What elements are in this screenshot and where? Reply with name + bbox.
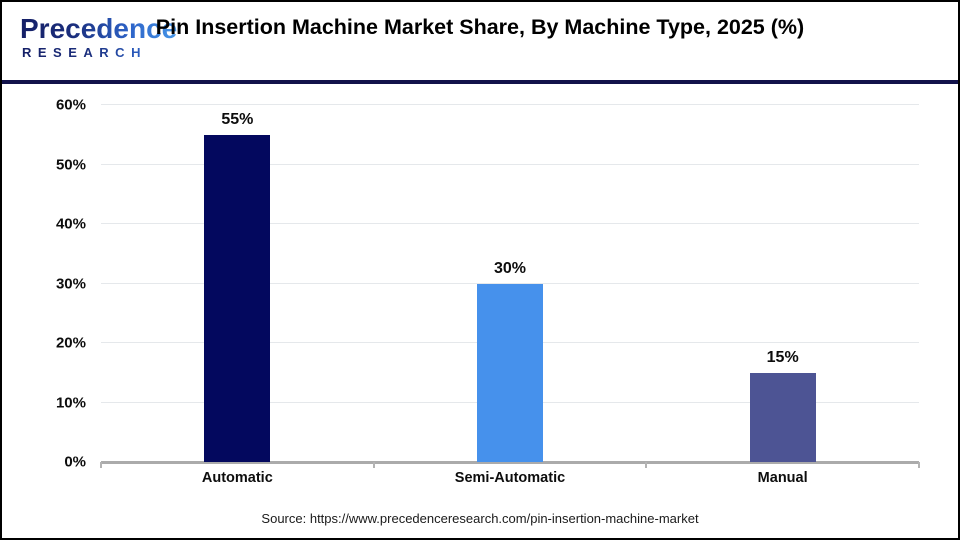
y-tick-label: 20% (55, 334, 86, 352)
bar-value-label: 30% (493, 259, 527, 277)
bar-value-label: 15% (766, 348, 799, 366)
x-tick-mark (372, 462, 375, 468)
logo-wordmark: Precedence (20, 13, 178, 44)
logo-subtitle: RESEARCH (20, 46, 177, 59)
x-category-label: Automatic (201, 470, 273, 486)
source-attribution: Source: https://www.precedenceresearch.c… (261, 511, 699, 526)
y-tick-label: 40% (55, 215, 86, 233)
x-tick-mark (100, 462, 102, 468)
bar-value-label: 55% (221, 110, 254, 128)
y-tick-label: 10% (55, 394, 86, 411)
x-tick-mark (645, 462, 648, 468)
bar-manual (749, 372, 816, 462)
header: Precedence RESEARCH Pin Insertion Machin… (2, 2, 958, 84)
y-tick-label: 30% (55, 275, 86, 292)
y-tick-label: 50% (55, 156, 86, 173)
x-category-label: Semi-Automatic (454, 470, 566, 486)
y-tick-label: 0% (64, 453, 86, 471)
y-gridline (101, 104, 919, 105)
x-axis-line (101, 461, 919, 464)
x-tick-mark (918, 462, 920, 468)
precedence-logo: Precedence RESEARCH (20, 13, 178, 60)
plot-area: 0% 10% 20% 30% 40% 50% 60% 55% 30% 15% (56, 97, 920, 471)
y-gridline (101, 163, 919, 165)
chart-title: Pin Insertion Machine Market Share, By M… (155, 15, 805, 39)
y-tick-label: 60% (55, 96, 86, 114)
x-axis-labels: Automatic Semi-Automatic Manual (101, 470, 919, 490)
bar-semi-automatic (477, 283, 543, 462)
y-gridline (101, 223, 919, 225)
y-gridline (101, 282, 919, 284)
bar-automatic (204, 134, 271, 462)
x-category-label: Manual (757, 470, 808, 486)
